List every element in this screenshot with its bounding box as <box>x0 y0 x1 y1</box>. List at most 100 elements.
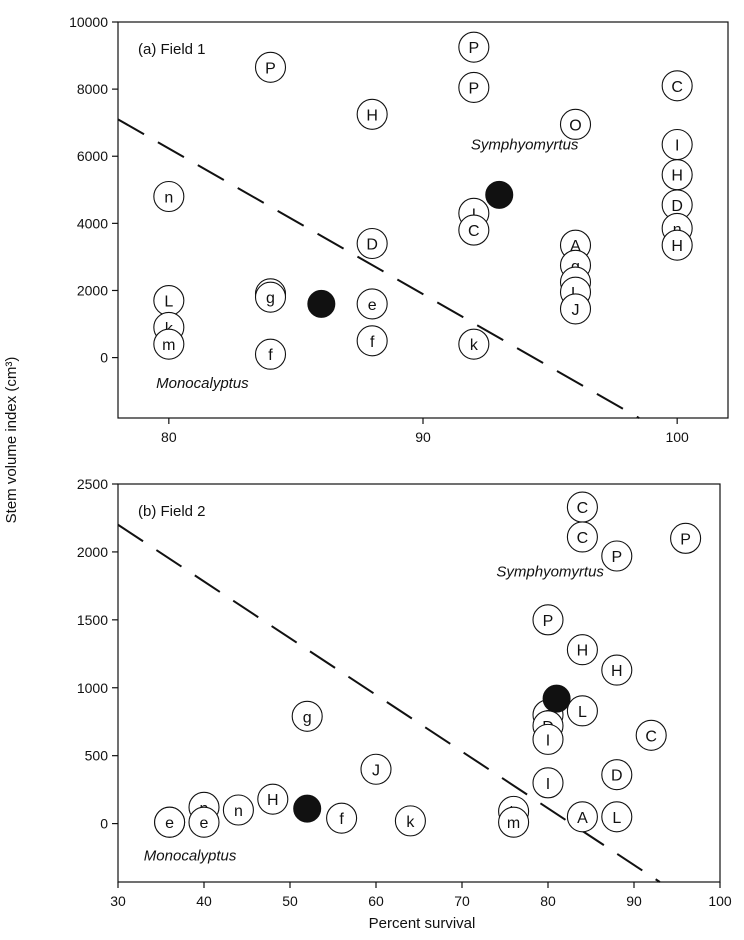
point-marker <box>601 801 633 833</box>
panel-a-group-mean <box>485 180 514 209</box>
point-marker <box>254 51 287 83</box>
panel-b-annotation: Symphyomyrtus <box>496 563 604 580</box>
panel-b-point: P <box>532 604 564 636</box>
panel-b-point: L <box>601 801 633 833</box>
panel-b-point: n <box>222 794 254 826</box>
panel-a-point: n <box>153 180 185 213</box>
panel-a-point: e <box>356 288 388 320</box>
point-marker <box>532 767 564 799</box>
panel-a-x-tick-label: 100 <box>665 429 689 445</box>
point-marker <box>566 801 598 833</box>
panel-b-y-tick-label: 500 <box>85 748 109 764</box>
panel-a-point: O <box>559 108 592 140</box>
panel-a-point: P <box>254 51 287 83</box>
point-label: f <box>339 811 344 828</box>
point-label: n <box>234 803 243 820</box>
point-label: C <box>577 500 589 517</box>
panel-b-group-mean <box>293 794 322 823</box>
panel-a-divider-line <box>117 118 640 419</box>
point-marker <box>326 802 358 834</box>
point-marker <box>360 753 392 785</box>
panel-a-frame <box>117 21 729 419</box>
point-marker <box>566 695 598 727</box>
point-marker <box>458 71 490 103</box>
panel-a-x-tick-label: 90 <box>415 429 431 445</box>
point-marker <box>532 604 564 636</box>
point-marker <box>356 98 388 130</box>
panel-b-point: P <box>601 540 633 572</box>
point-label: L <box>578 704 587 721</box>
point-marker <box>458 214 490 246</box>
point-label: m <box>162 337 175 354</box>
panel-b-y-tick-label: 0 <box>100 816 108 832</box>
point-label: D <box>611 768 623 785</box>
point-label: D <box>366 236 378 253</box>
panel-b-point: P <box>670 522 702 554</box>
point-label: J <box>372 762 380 779</box>
panel-a-point: m <box>153 328 185 360</box>
panel-b-y-tick-label: 2000 <box>77 544 108 560</box>
panel-a-annotation: Monocalyptus <box>156 375 249 392</box>
panel-b-x-tick-label: 40 <box>196 893 212 909</box>
panel-b-point: k <box>394 805 426 837</box>
point-marker <box>661 70 693 102</box>
panel-b-label: (b) Field 2 <box>138 503 206 520</box>
panel-a-point: I <box>661 128 693 161</box>
panel-b-point: C <box>566 491 598 523</box>
point-label: f <box>370 334 375 351</box>
point-marker <box>254 338 287 370</box>
panel-a-point: f <box>254 338 287 370</box>
panel-b-x-tick-label: 90 <box>626 893 642 909</box>
point-label: I <box>546 776 550 793</box>
panel-b-point: L <box>566 695 598 727</box>
panel-a-point: J <box>559 293 592 325</box>
panel-b-y-tick-label: 2500 <box>77 476 108 492</box>
point-marker <box>635 719 667 751</box>
point-label: k <box>406 814 415 831</box>
panel-a-point: C <box>661 70 693 102</box>
panel-b: 30 40 50 60 70 80 90 10005001000150020002500(b)… <box>77 476 732 909</box>
panel-a-y-tick-label: 8000 <box>77 81 108 97</box>
point-label: C <box>671 79 683 96</box>
point-label: P <box>543 613 554 630</box>
point-label: f <box>268 347 273 364</box>
point-marker <box>601 654 633 686</box>
point-label: P <box>611 549 622 566</box>
point-marker <box>458 328 490 360</box>
point-label: I <box>546 732 550 749</box>
panel-a-point: D <box>356 227 388 260</box>
panel-a-annotation: Symphyomyrtus <box>471 137 579 154</box>
point-label: A <box>570 238 581 255</box>
panel-b-y-tick-label: 1000 <box>77 680 108 696</box>
point-label: e <box>368 297 377 314</box>
panel-a-point: H <box>661 159 693 191</box>
point-marker <box>356 227 388 260</box>
panel-b-x-tick-label: 100 <box>708 893 732 909</box>
panel-a-point: k <box>458 328 490 360</box>
point-marker <box>661 229 693 261</box>
point-marker <box>601 540 633 572</box>
panel-b-point: H <box>257 783 289 815</box>
panel-b-annotation: Monocalyptus <box>144 847 237 864</box>
point-label: D <box>671 198 683 215</box>
panel-a-x-tick-label: 80 <box>161 429 177 445</box>
panel-b-x-tick-label: 30 <box>110 893 126 909</box>
point-label: C <box>577 530 589 547</box>
point-marker <box>670 522 702 554</box>
panel-a-point: H <box>661 229 693 261</box>
point-label: H <box>671 168 683 185</box>
point-label: H <box>611 663 623 680</box>
point-marker <box>188 806 220 838</box>
panel-a-point: P <box>458 31 490 63</box>
panel-b-y-tick-label: 1500 <box>77 612 108 628</box>
panel-a-y-tick-label: 0 <box>100 350 108 366</box>
panel-b-point: m <box>498 806 530 838</box>
point-marker <box>153 328 185 360</box>
point-marker <box>291 700 323 732</box>
point-marker <box>356 325 388 357</box>
panel-a-point: C <box>458 214 490 246</box>
point-label: P <box>468 80 479 97</box>
panel-b-group-mean <box>542 684 571 713</box>
point-label: e <box>165 815 174 832</box>
point-marker <box>458 31 490 63</box>
